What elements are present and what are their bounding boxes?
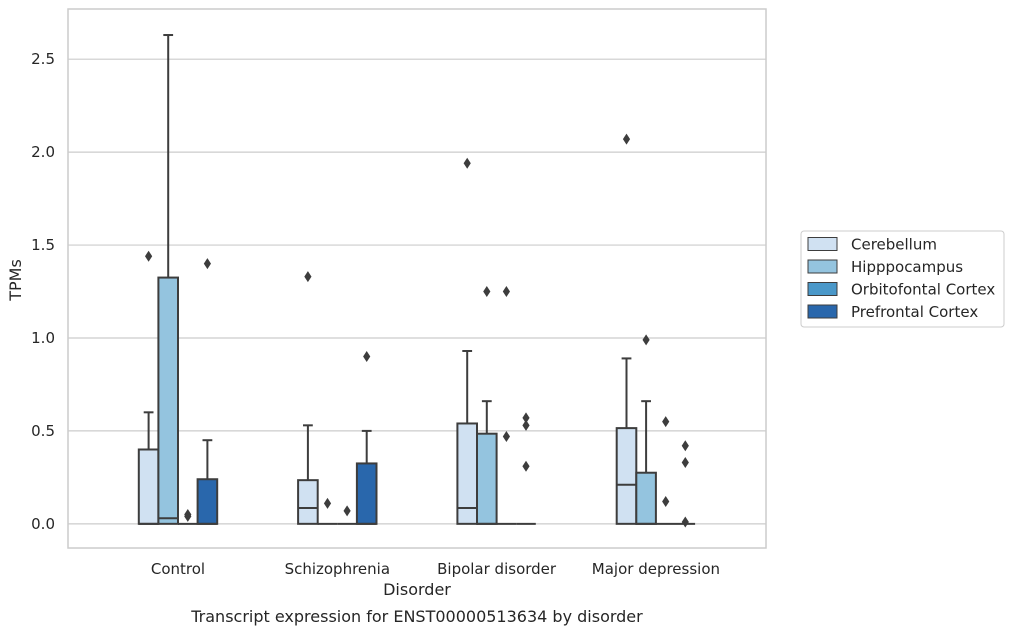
plot-area — [68, 9, 766, 548]
outlier-point — [363, 351, 371, 363]
box-cerebellum — [297, 271, 319, 525]
y-tick-label: 0.5 — [31, 422, 55, 440]
box-hipppocampus — [317, 497, 338, 525]
box-body — [476, 432, 498, 525]
box-orbitofontal-cortex — [337, 505, 357, 525]
y-tick-label: 2.5 — [31, 50, 55, 68]
y-tick-label: 1.0 — [31, 329, 55, 347]
outlier-point — [323, 497, 332, 509]
y-axis-title: TPMs — [6, 259, 25, 302]
box-body — [297, 479, 319, 525]
legend-swatch — [807, 304, 838, 319]
plot-frame — [67, 8, 767, 549]
outlier-point — [502, 430, 510, 442]
x-tick-label: Schizophrenia — [285, 560, 390, 578]
outlier-point — [483, 286, 491, 298]
legend-label: Hipppocampus — [851, 258, 963, 276]
legend-swatch — [807, 237, 838, 251]
box-body — [355, 462, 378, 525]
y-tick-label: 1.5 — [31, 236, 55, 254]
box-body — [635, 471, 657, 525]
box-body — [157, 276, 179, 525]
outlier-point — [642, 334, 650, 346]
box-prefrontal-cortex — [355, 351, 378, 525]
legend-frame — [800, 230, 1005, 328]
box-prefrontal-cortex — [675, 440, 696, 528]
outlier-point — [304, 271, 312, 283]
box-hipppocampus — [476, 286, 498, 525]
y-tick-label: 0.0 — [31, 515, 55, 533]
outlier-point — [522, 460, 530, 472]
x-tick-labels: Control Schizophrenia Bipolar disorder Majo… — [151, 560, 720, 578]
box-orbitofontal-cortex — [178, 509, 198, 525]
x-tick-label: Control — [151, 560, 205, 578]
box-orbitofontal-cortex — [496, 286, 517, 525]
y-tick-labels: 0.0 0.5 1.0 1.5 2.0 2.5 — [31, 50, 55, 533]
outlier-point — [622, 133, 631, 145]
legend-label: Orbitofontal Cortex — [851, 281, 995, 299]
outlier-point — [463, 157, 471, 169]
box-body — [196, 478, 219, 525]
legend: Cerebellum Hipppocampus Orbitofontal Corte… — [800, 230, 1005, 328]
outlier-point — [681, 457, 689, 469]
box-orbitofontal-cortex — [655, 416, 676, 525]
outlier-point — [662, 496, 670, 508]
outlier-point — [203, 258, 211, 270]
box-prefrontal-cortex — [196, 258, 219, 525]
x-axis-title: Disorder — [383, 580, 451, 599]
outlier-point — [145, 250, 153, 262]
chart-caption: Transcript expression for ENST0000051363… — [190, 607, 643, 626]
outlier-point — [502, 286, 510, 298]
box-prefrontal-cortex — [516, 412, 536, 525]
boxes — [137, 34, 696, 528]
legend-swatch — [807, 282, 838, 296]
outlier-point — [343, 505, 351, 517]
box-body — [615, 427, 638, 525]
outlier-point — [522, 412, 530, 424]
legend-label: Prefrontal Cortex — [851, 303, 978, 321]
box-hipppocampus — [635, 334, 657, 525]
x-tick-label: Major depression — [592, 560, 720, 578]
outlier-point — [681, 440, 689, 452]
y-tick-label: 2.0 — [31, 143, 55, 161]
outlier-point — [184, 509, 192, 521]
box-hipppocampus — [157, 34, 179, 525]
outlier-point — [522, 419, 530, 431]
outlier-point — [662, 416, 670, 428]
outlier-point — [681, 516, 689, 528]
legend-swatch — [807, 259, 838, 274]
x-tick-label: Bipolar disorder — [437, 560, 557, 578]
legend-label: Cerebellum — [851, 236, 937, 254]
box-body — [137, 448, 160, 525]
box-cerebellum — [615, 133, 638, 525]
